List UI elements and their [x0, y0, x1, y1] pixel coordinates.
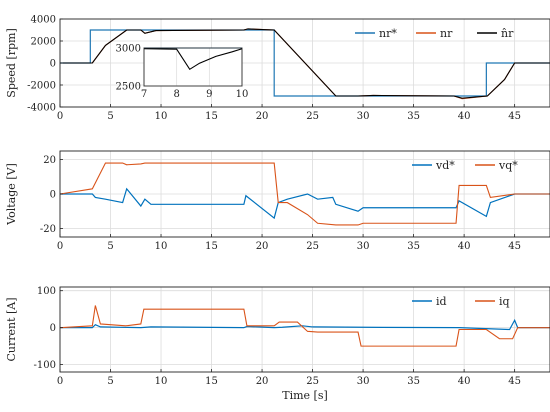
inset-x-tick-label: 7 — [141, 89, 147, 100]
x-tick-label: 40 — [458, 376, 471, 387]
y-tick-label: -100 — [34, 360, 56, 371]
x-tick-label: 15 — [205, 241, 218, 252]
x-axis-label: Time [s] — [282, 389, 328, 402]
x-tick-label: 45 — [508, 111, 521, 122]
y-tick-label: 0 — [50, 190, 56, 201]
y-tick-label: 2000 — [31, 37, 56, 48]
legend-label: n̂r — [501, 27, 514, 40]
legend-label: vq* — [498, 159, 518, 172]
inset-x-tick-label: 10 — [236, 89, 249, 100]
x-tick-label: 15 — [205, 376, 218, 387]
inset-x-tick-label: 8 — [173, 89, 179, 100]
x-tick-label: 25 — [306, 376, 319, 387]
inset-x-tick-label: 9 — [206, 89, 212, 100]
x-tick-label: 5 — [107, 376, 113, 387]
y-tick-label: -20 — [40, 224, 56, 235]
y-axis-label: Speed [rpm] — [5, 28, 18, 97]
x-tick-label: 45 — [508, 241, 521, 252]
y-axis-label: Current [A] — [5, 297, 18, 361]
x-tick-label: 0 — [57, 241, 63, 252]
y-tick-label: 100 — [37, 286, 56, 297]
legend-label: vd* — [435, 159, 455, 172]
inset-y-tick-label: 3000 — [116, 44, 141, 55]
x-tick-label: 40 — [458, 241, 471, 252]
x-tick-label: 30 — [357, 241, 370, 252]
x-tick-label: 5 — [107, 241, 113, 252]
x-tick-label: 25 — [306, 241, 319, 252]
legend-label: nr — [440, 27, 453, 40]
x-tick-label: 0 — [57, 376, 63, 387]
y-tick-label: -4000 — [27, 103, 56, 114]
x-tick-label: 30 — [357, 111, 370, 122]
x-tick-label: 30 — [357, 376, 370, 387]
x-tick-label: 0 — [57, 111, 63, 122]
x-tick-label: 20 — [256, 241, 269, 252]
inset-y-tick-label: 2500 — [116, 82, 141, 93]
x-tick-label: 15 — [205, 111, 218, 122]
x-tick-label: 5 — [107, 111, 113, 122]
y-tick-label: 4000 — [31, 15, 56, 26]
x-tick-label: 45 — [508, 376, 521, 387]
x-tick-label: 35 — [407, 111, 420, 122]
chart-panel-1: 0 5 10 15 20 25 30 35 40 45 -4000 -2000 0 2000 4000 Spe… — [5, 15, 550, 123]
legend-label: id — [436, 295, 447, 308]
x-tick-label: 40 — [458, 111, 471, 122]
y-tick-label: 0 — [50, 59, 56, 70]
x-tick-label: 20 — [256, 376, 269, 387]
y-tick-label: -2000 — [27, 81, 56, 92]
x-tick-label: 10 — [155, 241, 168, 252]
x-tick-label: 20 — [256, 111, 269, 122]
y-tick-label: 0 — [50, 323, 56, 334]
y-tick-label: 20 — [43, 155, 56, 166]
y-axis-label: Voltage [V] — [5, 163, 18, 226]
legend-label: iq — [499, 295, 510, 308]
legend-label: nr* — [379, 27, 397, 40]
x-tick-label: 10 — [155, 376, 168, 387]
x-tick-label: 25 — [306, 111, 319, 122]
x-tick-label: 10 — [155, 111, 168, 122]
x-tick-label: 35 — [407, 376, 420, 387]
x-tick-label: 35 — [407, 241, 420, 252]
